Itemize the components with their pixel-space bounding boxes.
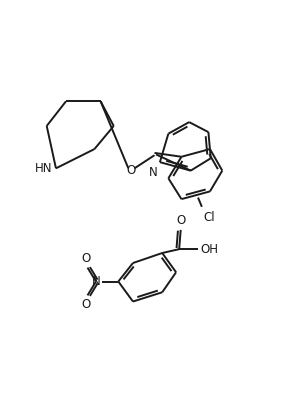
Text: N: N — [149, 166, 158, 179]
Text: O: O — [81, 298, 91, 310]
Text: OH: OH — [200, 243, 218, 256]
Text: O: O — [176, 214, 185, 227]
Text: O: O — [127, 164, 136, 177]
Text: N: N — [92, 275, 101, 288]
Text: HN: HN — [35, 162, 53, 175]
Text: O: O — [81, 252, 91, 265]
Text: Cl: Cl — [203, 211, 215, 224]
